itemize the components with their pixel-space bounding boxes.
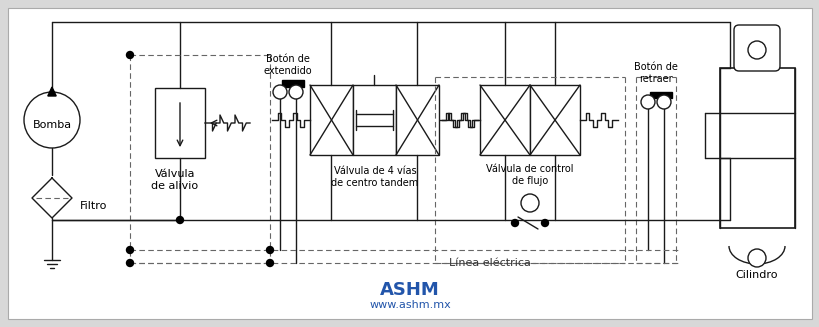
Circle shape <box>126 260 133 267</box>
Polygon shape <box>32 178 72 218</box>
Text: ASHM: ASHM <box>380 281 439 299</box>
Polygon shape <box>48 87 57 96</box>
Circle shape <box>126 51 133 59</box>
Text: www.ashm.mx: www.ashm.mx <box>369 300 450 310</box>
Bar <box>282 80 304 87</box>
Circle shape <box>656 95 670 109</box>
Bar <box>529 85 579 155</box>
Text: Filtro: Filtro <box>80 201 107 211</box>
Text: Línea eléctrica: Línea eléctrica <box>449 258 530 268</box>
Circle shape <box>266 247 274 253</box>
Circle shape <box>176 216 183 223</box>
Circle shape <box>266 260 274 267</box>
Bar <box>649 92 672 98</box>
Text: Bomba: Bomba <box>33 120 71 130</box>
Circle shape <box>640 95 654 109</box>
Text: Válvula
de alivio: Válvula de alivio <box>152 169 198 191</box>
Circle shape <box>541 219 548 227</box>
Circle shape <box>288 85 303 99</box>
Text: Botón de
extendido: Botón de extendido <box>264 54 312 76</box>
Circle shape <box>747 41 765 59</box>
Bar <box>155 88 205 158</box>
Text: Botón de
retraer: Botón de retraer <box>633 62 677 84</box>
Circle shape <box>511 219 518 227</box>
Circle shape <box>520 194 538 212</box>
Bar <box>310 85 352 155</box>
Bar <box>479 85 529 155</box>
FancyBboxPatch shape <box>733 25 779 71</box>
Bar <box>352 85 396 155</box>
Circle shape <box>126 247 133 253</box>
Circle shape <box>747 249 765 267</box>
Text: Cilindro: Cilindro <box>735 270 777 280</box>
Text: Válvula de control
de flujo: Válvula de control de flujo <box>486 164 573 186</box>
Bar <box>719 68 794 228</box>
Circle shape <box>273 85 287 99</box>
Text: Válvula de 4 vías
de centro tandem: Válvula de 4 vías de centro tandem <box>331 166 419 188</box>
Circle shape <box>24 92 80 148</box>
Bar <box>396 85 438 155</box>
